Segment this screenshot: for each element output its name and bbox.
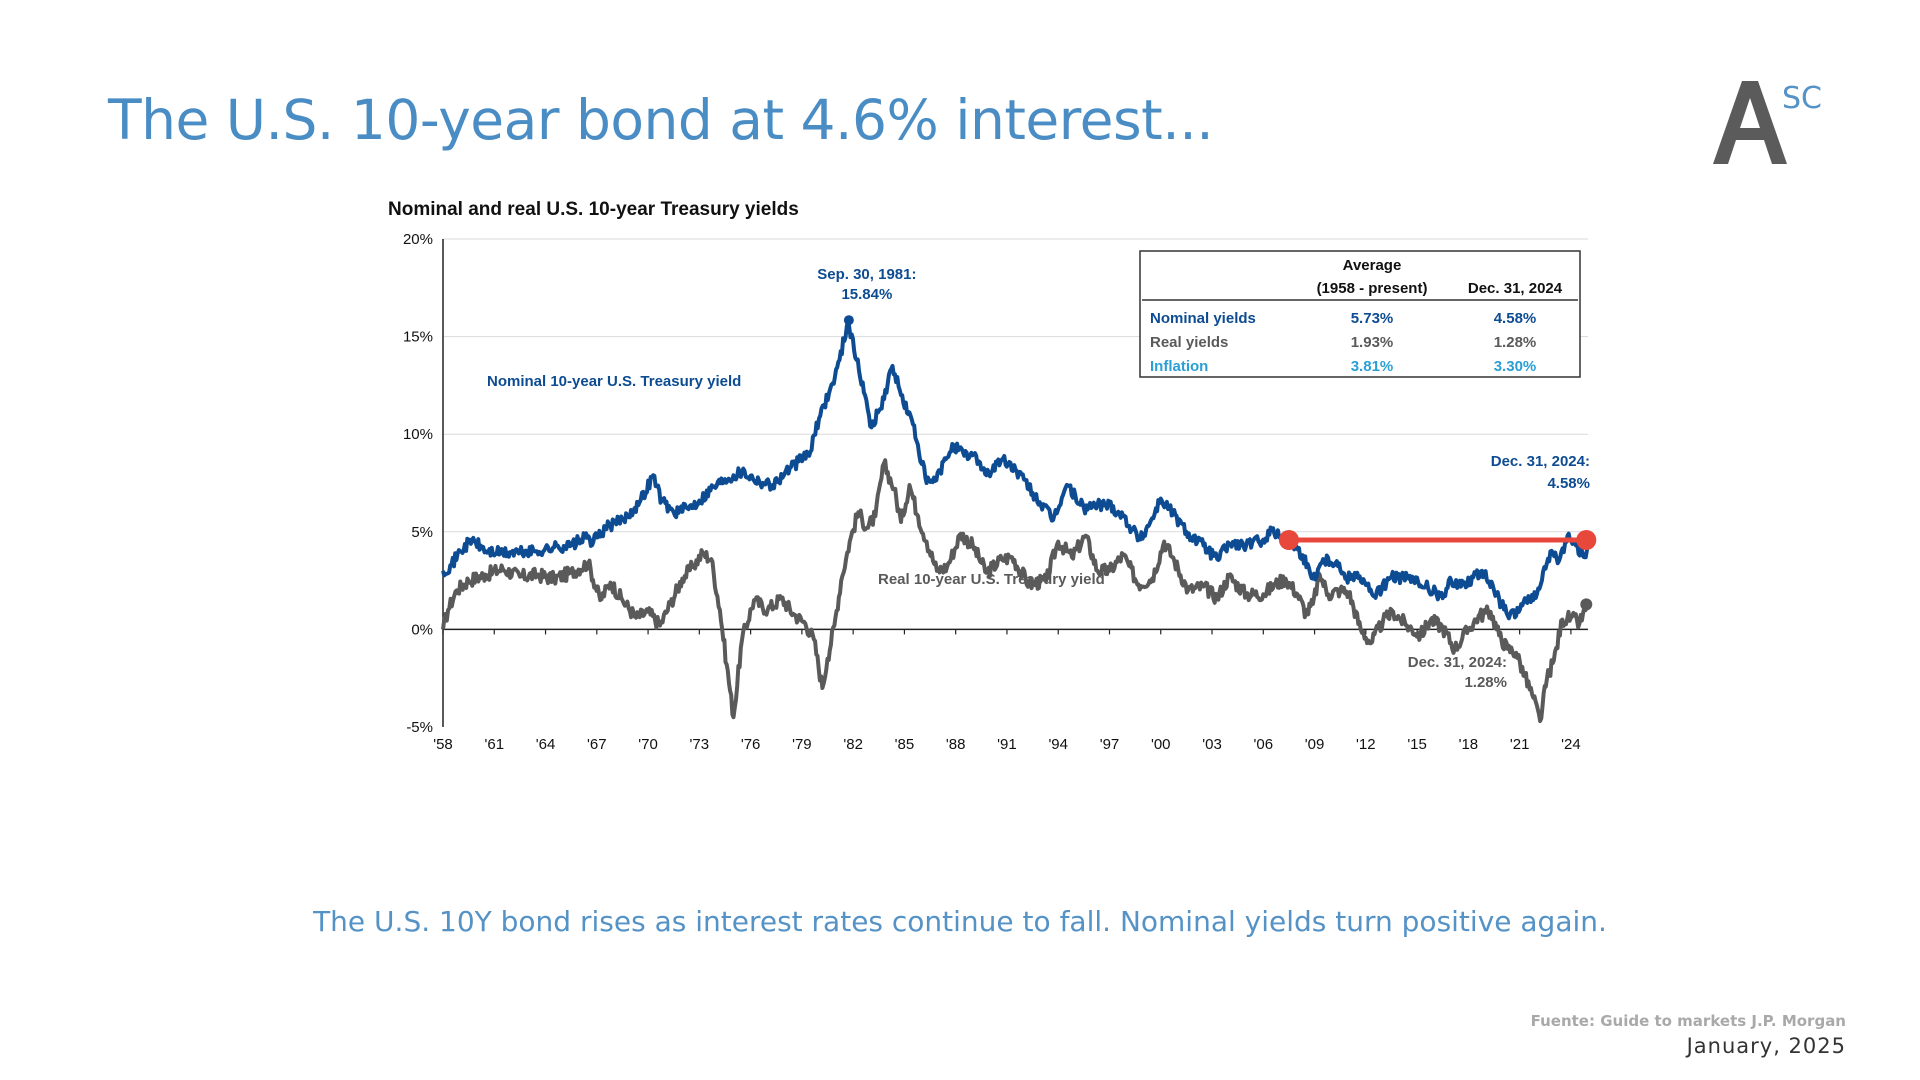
table-row-average: 5.73% xyxy=(1351,310,1394,327)
nominal-end-annotation: Dec. 31, 2024: xyxy=(1491,453,1590,470)
y-tick-label: 20% xyxy=(403,231,433,248)
real-end-annotation: Dec. 31, 2024: xyxy=(1408,654,1507,671)
x-tick-label: '79 xyxy=(792,736,812,753)
yield-chart: Nominal and real U.S. 10-year Treasury y… xyxy=(370,188,1610,888)
x-tick-label: '58 xyxy=(433,736,453,753)
source-note: Fuente: Guide to markets J.P. Morgan xyxy=(1530,1012,1846,1030)
real-end-marker xyxy=(1580,598,1593,611)
nominal-series-label: Nominal 10-year U.S. Treasury yield xyxy=(487,373,741,390)
x-tick-label: '67 xyxy=(587,736,607,753)
y-tick-label: 5% xyxy=(411,524,433,541)
x-tick-label: '03 xyxy=(1202,736,1222,753)
table-header-date: Dec. 31, 2024 xyxy=(1468,280,1563,297)
asc-logo: SC xyxy=(1710,78,1830,168)
table-row-latest: 3.30% xyxy=(1494,358,1537,375)
x-tick-label: '00 xyxy=(1151,736,1171,753)
x-tick-label: '12 xyxy=(1356,736,1376,753)
x-tick-label: '24 xyxy=(1561,736,1581,753)
table-row-label: Nominal yields xyxy=(1150,310,1256,327)
table-row-label: Inflation xyxy=(1150,358,1208,375)
x-tick-label: '18 xyxy=(1459,736,1479,753)
slide-title: The U.S. 10-year bond at 4.6% interest..… xyxy=(108,88,1214,152)
table-frame xyxy=(1139,250,1581,378)
x-tick-label: '76 xyxy=(741,736,761,753)
x-tick-label: '94 xyxy=(1048,736,1068,753)
x-tick-label: '88 xyxy=(946,736,966,753)
slide-date: January, 2025 xyxy=(1686,1034,1846,1058)
y-tick-label: 0% xyxy=(411,621,433,638)
nominal-yield-line xyxy=(441,318,1590,621)
reference-start-dot xyxy=(1278,529,1299,550)
table-row-average: 1.93% xyxy=(1351,334,1394,351)
y-tick-label: 15% xyxy=(403,329,433,346)
logo-superscript: SC xyxy=(1782,81,1822,116)
table-row-label: Real yields xyxy=(1150,334,1228,351)
table-row-latest: 4.58% xyxy=(1494,310,1537,327)
y-tick-label: -5% xyxy=(406,719,433,736)
averages-table: Average (1958 - present) Dec. 31, 2024 Nomi… xyxy=(1139,250,1581,378)
table-row-latest: 1.28% xyxy=(1494,334,1537,351)
real-end-annotation-value: 1.28% xyxy=(1464,674,1507,691)
x-tick-label: '06 xyxy=(1254,736,1274,753)
x-tick-label: '82 xyxy=(843,736,863,753)
table-header-average: Average xyxy=(1343,257,1402,274)
x-tick-label: '97 xyxy=(1100,736,1120,753)
peak-annotation-value: 15.84% xyxy=(841,286,892,303)
reference-end-dot xyxy=(1576,529,1597,550)
table-header-period: (1958 - present) xyxy=(1317,280,1428,297)
x-tick-label: '91 xyxy=(997,736,1017,753)
real-series-label: Real 10-year U.S. Treasury yield xyxy=(878,571,1105,588)
x-tick-label: '70 xyxy=(638,736,658,753)
x-tick-label: '21 xyxy=(1510,736,1530,753)
real-yield-line xyxy=(441,458,1590,724)
slide-caption: The U.S. 10Y bond rises as interest rate… xyxy=(313,905,1607,938)
x-tick-label: '73 xyxy=(690,736,710,753)
peak-marker xyxy=(843,315,854,326)
x-tick-label: '61 xyxy=(484,736,504,753)
table-row-average: 3.81% xyxy=(1351,358,1394,375)
x-tick-label: '15 xyxy=(1407,736,1427,753)
x-tick-label: '64 xyxy=(536,736,556,753)
nominal-end-annotation-value: 4.58% xyxy=(1547,475,1590,492)
x-tick-label: '09 xyxy=(1305,736,1325,753)
y-tick-label: 10% xyxy=(403,426,433,443)
peak-annotation: Sep. 30, 1981: xyxy=(817,266,916,283)
chart-title: Nominal and real U.S. 10-year Treasury y… xyxy=(388,199,799,220)
x-tick-label: '85 xyxy=(895,736,915,753)
